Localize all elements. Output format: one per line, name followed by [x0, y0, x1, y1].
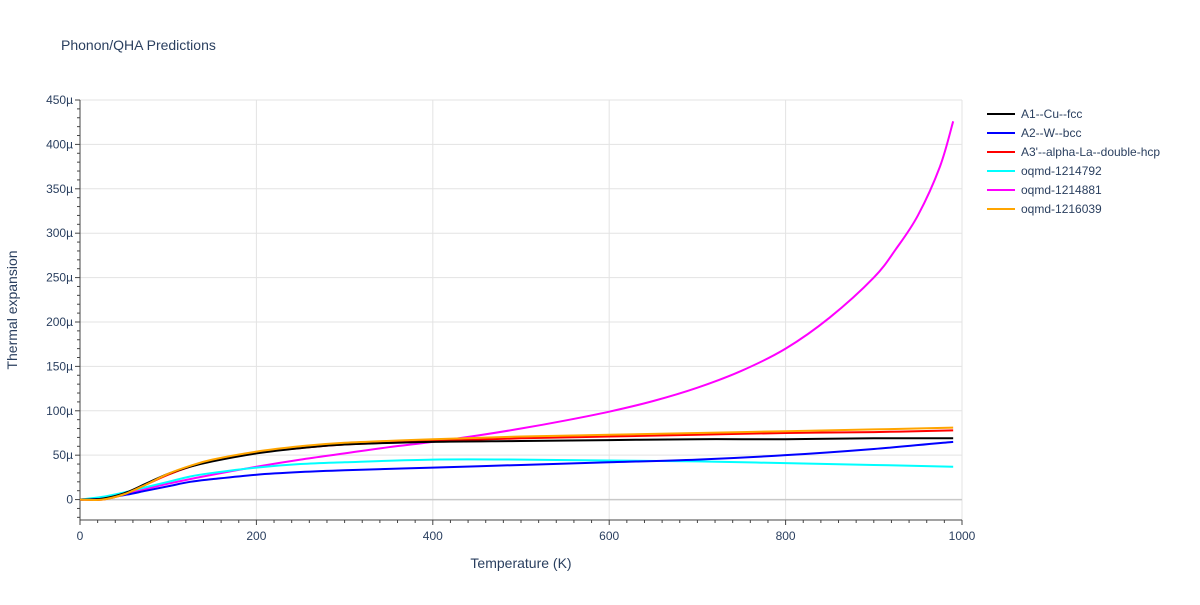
legend-label: oqmd-1216039 — [1021, 202, 1102, 216]
x-tick-label: 1000 — [949, 529, 976, 543]
y-axis-label: Thermal expansion — [4, 250, 20, 369]
x-tick-label: 200 — [246, 529, 266, 543]
y-tick-label: 0 — [66, 493, 73, 507]
legend-label: oqmd-1214881 — [1021, 183, 1102, 197]
grid-lines — [80, 99, 963, 520]
axes: 0 200 400 600 800 1000 0 50µ 100µ 150µ 200µ 250µ 300… — [46, 93, 976, 543]
y-tick-label: 400µ — [46, 137, 73, 151]
legend-label: oqmd-1214792 — [1021, 164, 1102, 178]
series-line-A2--W--bcc — [79, 440, 954, 501]
y-tick-label: 100µ — [46, 404, 73, 418]
y-tick-label: 250µ — [46, 271, 73, 285]
legend-label: A3'--alpha-La--double-hcp — [1021, 145, 1160, 159]
legend-label: A1--Cu--fcc — [1021, 107, 1082, 121]
y-tick-label: 150µ — [46, 359, 73, 373]
series-line-oqmd-1214881 — [79, 121, 955, 501]
x-axis-label: Temperature (K) — [470, 555, 571, 571]
x-tick-label: 800 — [776, 529, 796, 543]
chart-title: Phonon/QHA Predictions — [61, 37, 216, 53]
y-tick-label: 450µ — [46, 93, 73, 107]
y-tick-label: 350µ — [46, 182, 73, 196]
y-tick-label: 200µ — [46, 315, 73, 329]
x-tick-label: 400 — [423, 529, 443, 543]
y-tick-label: 300µ — [46, 226, 73, 240]
y-tick-label: 50µ — [53, 448, 73, 462]
series-line-oqmd-1214792 — [79, 458, 954, 501]
series-line-A1--Cu--fcc — [79, 437, 954, 501]
x-tick-label: 0 — [77, 529, 84, 543]
plot-area — [79, 121, 955, 501]
legend-label: A2--W--bcc — [1021, 126, 1081, 140]
x-tick-label: 600 — [599, 529, 619, 543]
legend: A1--Cu--fcc A2--W--bcc A3'--alpha-La--doub… — [987, 107, 1160, 216]
series-line-oqmd-1216039 — [79, 426, 954, 501]
